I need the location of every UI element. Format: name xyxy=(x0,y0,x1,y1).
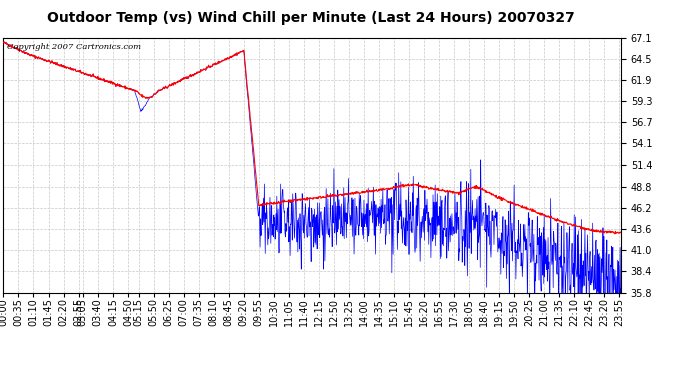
Text: Outdoor Temp (vs) Wind Chill per Minute (Last 24 Hours) 20070327: Outdoor Temp (vs) Wind Chill per Minute … xyxy=(47,11,574,25)
Text: Copyright 2007 Cartronics.com: Copyright 2007 Cartronics.com xyxy=(6,43,141,51)
